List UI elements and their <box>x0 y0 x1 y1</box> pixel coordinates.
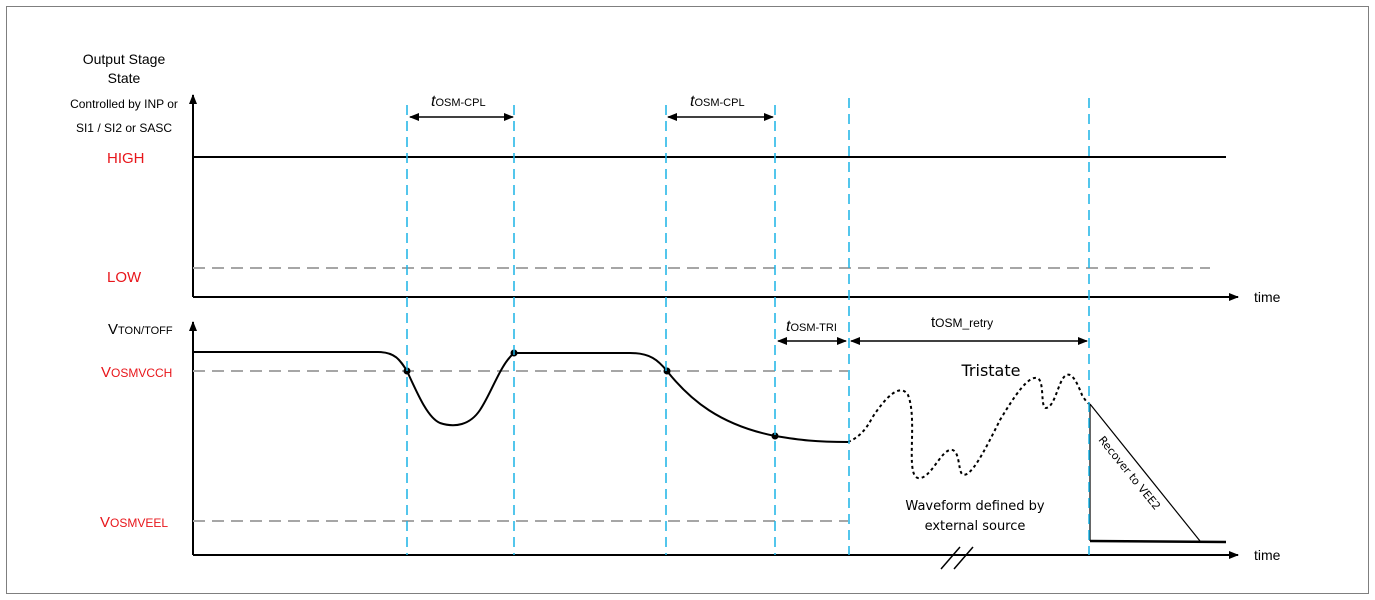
vosmvcch-main: V <box>101 364 111 381</box>
cpl-label-1: tOSM-CPL <box>431 93 486 110</box>
vosmvcch-label: VOSMVCCH <box>101 364 172 381</box>
vosmvcch-sub: OSMVCCH <box>111 366 172 380</box>
voltage-waveform <box>193 351 849 443</box>
vosmveel-sub: OSMVEEL <box>110 516 168 530</box>
top-y-title-line1: Output Stage <box>83 51 166 67</box>
external-source-line2: external source <box>925 519 1026 534</box>
diagram-border <box>6 6 1369 594</box>
top-chart: Output Stage State Controlled by INP or … <box>70 51 1281 305</box>
bottom-y-axis-main: V <box>108 321 118 338</box>
cpl-label-2: tOSM-CPL <box>690 93 745 110</box>
recover-label: Recover to VEE2 <box>1096 434 1163 513</box>
transition-dot-3 <box>663 367 671 375</box>
retry-label-main: t <box>931 314 936 331</box>
retry-label-sub: OSM_retry <box>935 316 993 330</box>
vosmveel-main: V <box>100 514 110 531</box>
cpl-label-1-sub: OSM-CPL <box>435 97 485 109</box>
external-source-line1: Waveform defined by <box>905 499 1044 514</box>
retry-label: tOSM_retry <box>931 314 993 331</box>
tristate-waveform <box>847 373 1091 479</box>
bottom-y-axis-label: VTON/TOFF <box>108 321 173 338</box>
bottom-x-axis-label: time <box>1254 547 1281 563</box>
top-y-note-line2: SI1 / SI2 or SASC <box>76 121 172 135</box>
cpl-label-1-main: t <box>431 93 436 110</box>
timing-markers <box>406 98 1090 555</box>
top-x-axis-label: time <box>1254 289 1281 305</box>
bottom-chart: VTON/TOFF VOSMVCCH VOSMVEEL time Recover… <box>100 314 1281 570</box>
high-level-label: HIGH <box>107 150 145 167</box>
top-y-title-line2: State <box>108 70 141 86</box>
vee2-level-line <box>1089 539 1227 544</box>
recover-ramp <box>1089 403 1201 542</box>
vosmveel-label: VOSMVEEL <box>100 514 168 531</box>
bottom-y-axis-sub: TON/TOFF <box>118 325 173 337</box>
axis-break-mark-1 <box>940 546 961 570</box>
cpl-label-2-main: t <box>690 93 695 110</box>
top-y-note-line1: Controlled by INP or <box>70 97 178 111</box>
cpl-label-2-sub: OSM-CPL <box>694 97 744 109</box>
tristate-label: Tristate <box>961 361 1021 380</box>
tri-label: tOSM-TRI <box>786 318 837 335</box>
low-level-label: LOW <box>107 269 142 286</box>
transition-dot-4 <box>771 432 779 440</box>
tri-label-main: t <box>786 318 791 335</box>
tri-label-sub: OSM-TRI <box>790 322 836 334</box>
axis-break-mark-2 <box>953 546 974 570</box>
